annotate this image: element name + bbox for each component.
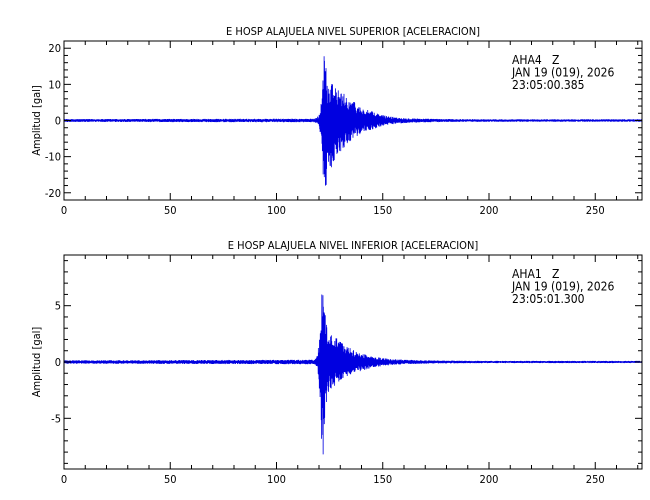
waveform-trace [63, 56, 643, 186]
date-label: JAN 19 (019), 2026 [511, 66, 615, 80]
chart-panel-2: E HOSP ALAJUELA NIVEL INFERIOR [ACELERAC… [30, 239, 643, 486]
y-tick-label: 5 [55, 300, 61, 313]
x-tick-label: 100 [267, 204, 286, 217]
chart-title: E HOSP ALAJUELA NIVEL INFERIOR [ACELERAC… [228, 239, 479, 252]
x-tick-label: 100 [267, 473, 286, 486]
y-tick-label: 0 [55, 356, 61, 369]
y-tick-label: 20 [48, 42, 61, 55]
y-tick-label: 10 [48, 78, 61, 91]
time-label: 23:05:00.385 [512, 78, 585, 92]
x-tick-label: 200 [480, 473, 499, 486]
y-tick-label: 0 [55, 115, 61, 128]
date-label: JAN 19 (019), 2026 [511, 280, 615, 294]
time-label: 23:05:01.300 [512, 292, 585, 306]
x-tick-label: 150 [373, 473, 392, 486]
chart-title: E HOSP ALAJUELA NIVEL SUPERIOR [ACELERAC… [226, 25, 480, 38]
station-label: AHA1 Z [512, 267, 559, 281]
y-tick-label: -10 [45, 151, 61, 164]
x-tick-label: 250 [586, 204, 605, 217]
waveform-trace [63, 294, 643, 455]
y-tick-label: -20 [45, 187, 61, 200]
x-tick-label: 0 [61, 204, 67, 217]
x-tick-label: 50 [164, 204, 177, 217]
y-axis-label: Amplitud [gal] [30, 327, 43, 398]
y-axis-label: Amplitud [gal] [30, 85, 43, 156]
chart-panel-1: E HOSP ALAJUELA NIVEL SUPERIOR [ACELERAC… [30, 25, 643, 217]
y-tick-label: -5 [51, 412, 61, 425]
x-tick-label: 250 [586, 473, 605, 486]
station-label: AHA4 Z [512, 53, 559, 67]
x-tick-label: 0 [61, 473, 67, 486]
x-tick-label: 150 [373, 204, 392, 217]
x-tick-label: 50 [164, 473, 177, 486]
x-tick-label: 200 [480, 204, 499, 217]
